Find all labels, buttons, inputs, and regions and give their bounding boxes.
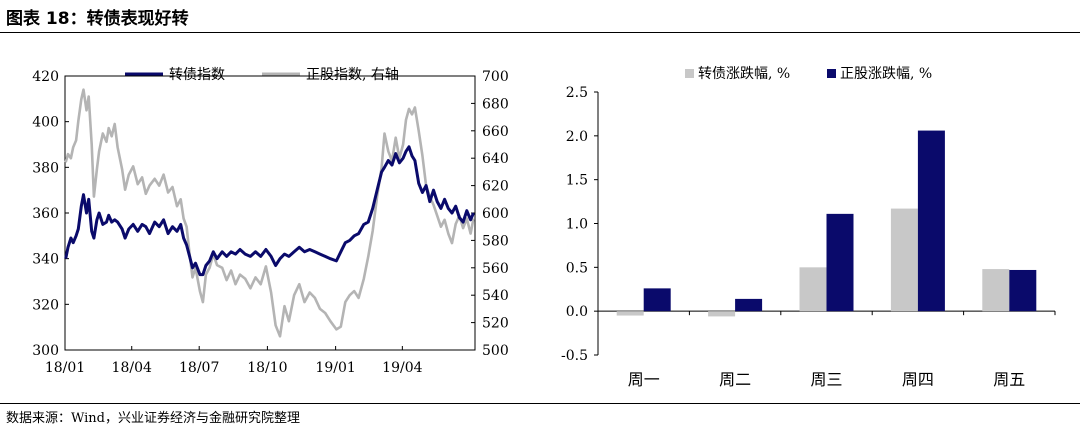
stock-change-bar [826, 213, 854, 312]
right-y-tick-label: 540 [482, 288, 509, 304]
right-y-tick-label: 660 [482, 124, 509, 140]
figure-title: 图表 18：转债表现好转 [6, 9, 189, 29]
bond-change-bar [616, 311, 644, 316]
x-tick-label: 18/07 [179, 360, 219, 376]
left-y-tick-label: 320 [32, 297, 59, 313]
right-y-tick-label: 520 [482, 316, 509, 332]
stock-change-bar [917, 130, 945, 312]
right-y-tick-label: 560 [482, 261, 509, 277]
source-note: 数据来源：Wind，兴业证券经济与金融研究院整理 [6, 411, 300, 426]
y-tick-label: 1.0 [566, 217, 588, 233]
right-y-tick-label: 700 [482, 69, 509, 85]
bond-change-bar [982, 269, 1010, 312]
bond-change-bar [890, 208, 918, 312]
left-y-tick-label: 400 [32, 115, 59, 131]
x-tick-label: 19/04 [382, 360, 422, 376]
x-tick-label: 18/04 [112, 360, 152, 376]
legend-label: 转债指数 [169, 67, 225, 83]
y-tick-label: 0.0 [566, 304, 588, 320]
convertible-bond-index-line [64, 145, 475, 277]
y-tick-label: 1.5 [566, 173, 588, 189]
legend-swatch [685, 69, 694, 78]
x-tick-label: 18/01 [45, 360, 85, 376]
category-label: 周一 [628, 370, 660, 389]
legend-swatch [827, 69, 836, 78]
right-y-tick-label: 640 [482, 151, 509, 167]
y-tick-label: -0.5 [561, 348, 588, 364]
bond-change-bar [799, 267, 827, 312]
x-tick-label: 18/10 [247, 360, 287, 376]
legend-label: 正股涨跌幅, % [840, 66, 932, 82]
y-tick-label: 2.0 [566, 129, 588, 145]
left-y-tick-label: 420 [32, 69, 59, 85]
legend-label: 转债涨跌幅, % [698, 66, 790, 82]
underlying-stock-index-line [64, 88, 475, 338]
bar-chart: -0.5 0.0 0.5 1.0 1.5 2.0 2.5 周一 周二 周三 周四 周五 转债涨跌幅, %… [561, 66, 1056, 389]
right-y-tick-label: 580 [482, 233, 509, 249]
x-tick-label: 19/01 [315, 360, 355, 376]
left-y-tick-label: 380 [32, 160, 59, 176]
right-y-tick-label: 500 [482, 343, 509, 359]
category-label: 周二 [719, 370, 751, 389]
legend-label: 正股指数, 右轴 [306, 67, 399, 83]
stock-change-bar [643, 288, 671, 312]
right-y-tick-label: 600 [482, 206, 509, 222]
left-y-tick-label: 360 [32, 206, 59, 222]
bond-change-bar [708, 311, 736, 317]
stock-change-bar [735, 298, 763, 312]
y-tick-label: 0.5 [566, 260, 588, 276]
plot-frame [64, 75, 476, 351]
category-label: 周三 [810, 370, 842, 389]
stock-change-bar [1009, 269, 1037, 312]
line-chart: 300 320 340 360 380 400 420 500 520 540 560 580 600 6… [32, 67, 509, 376]
right-y-tick-label: 680 [482, 96, 509, 112]
left-y-tick-label: 340 [32, 252, 59, 268]
title-divider [0, 32, 1080, 33]
y-tick-label: 2.5 [566, 85, 588, 101]
source-divider [0, 403, 1080, 404]
right-y-tick-label: 620 [482, 179, 509, 195]
category-label: 周四 [902, 370, 934, 389]
left-y-tick-label: 300 [32, 343, 59, 359]
category-label: 周五 [993, 370, 1025, 389]
